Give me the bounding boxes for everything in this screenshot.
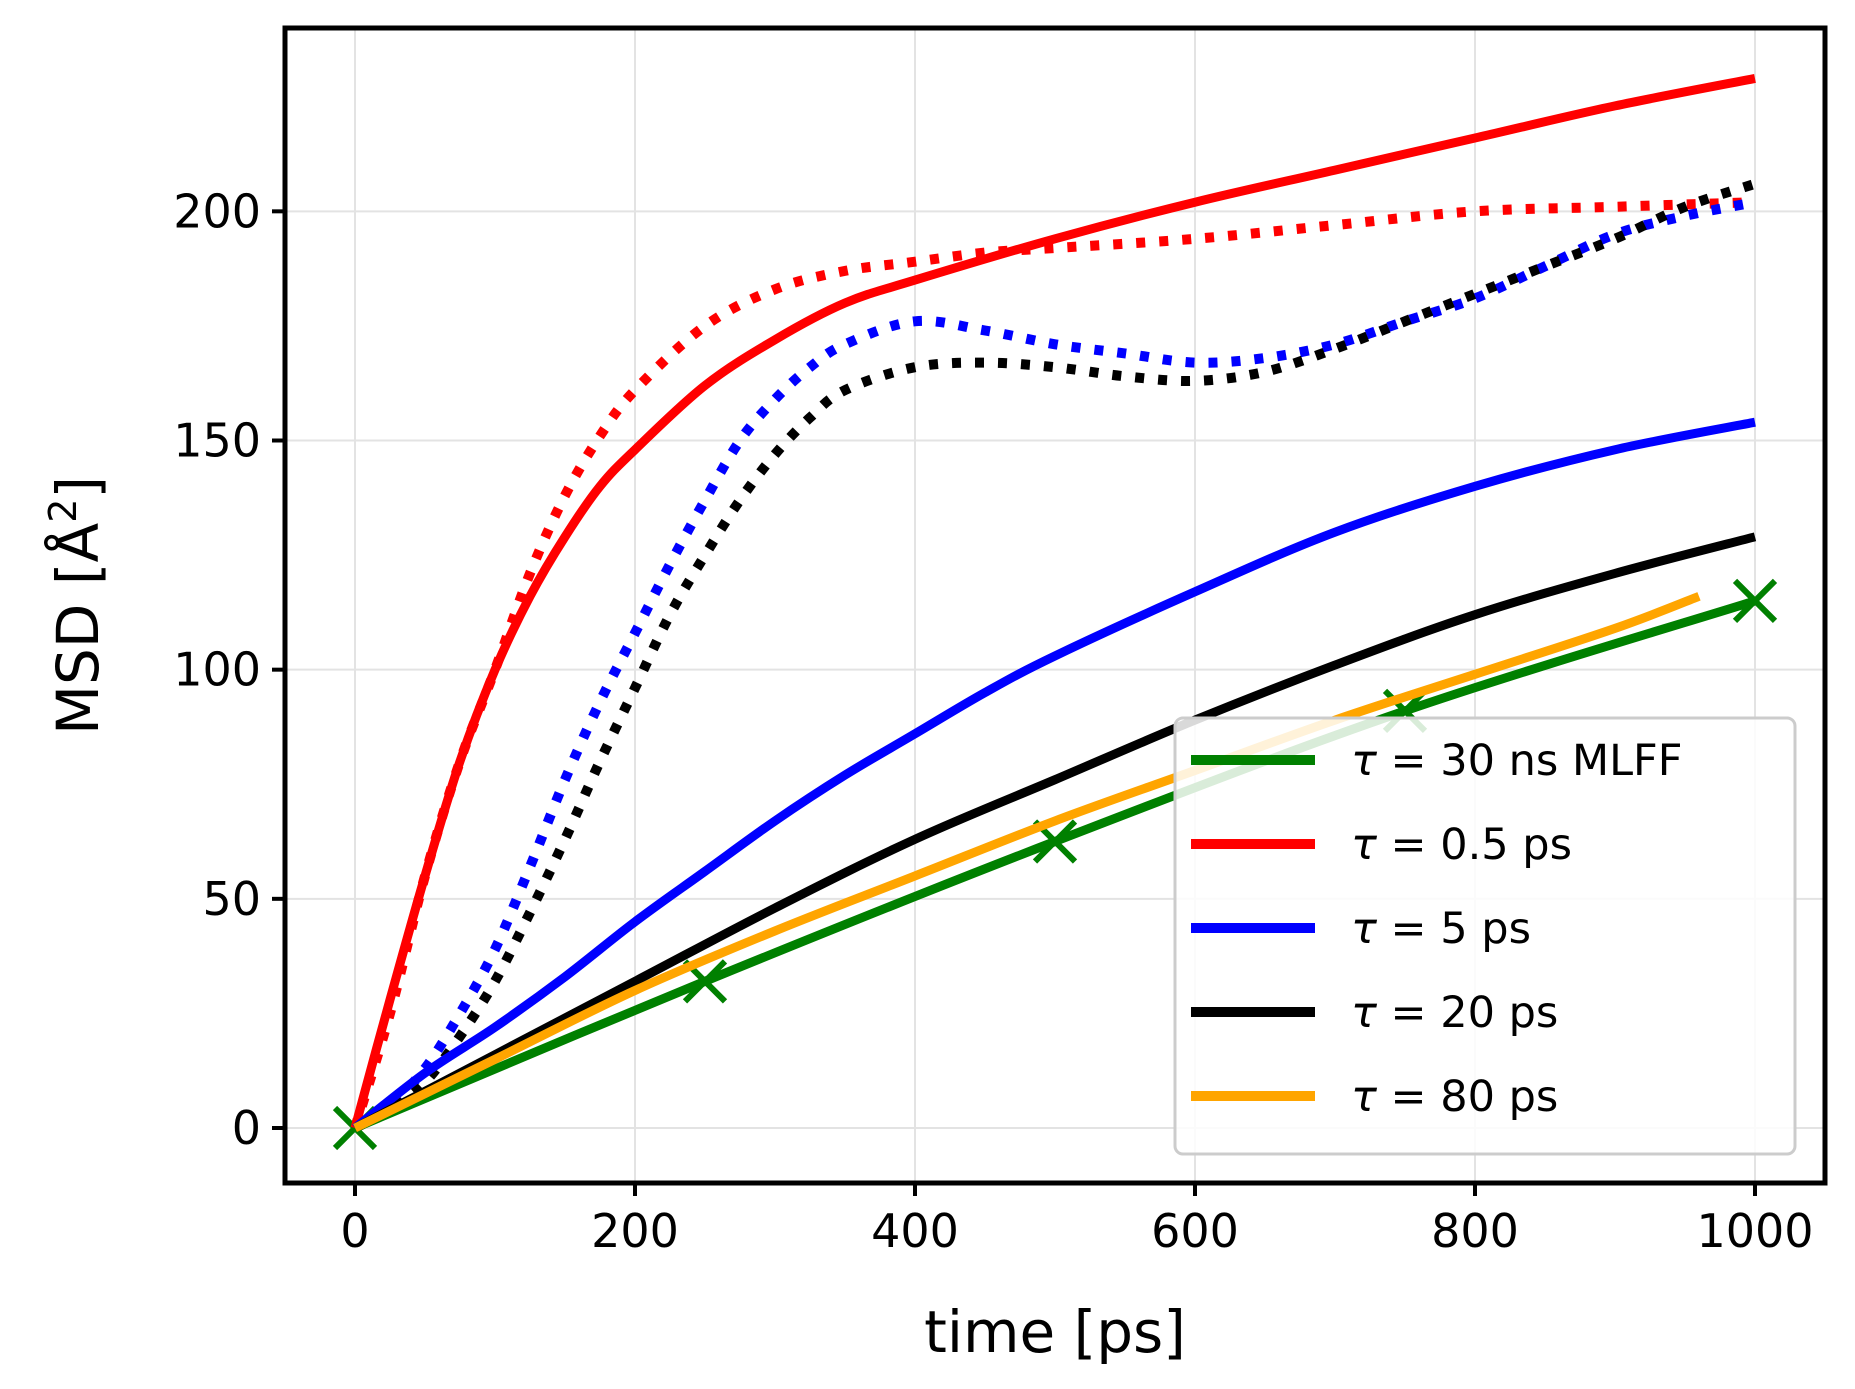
- legend-label-text: = 5 ps: [1377, 904, 1531, 954]
- y-tick-label: 150: [173, 414, 261, 468]
- legend-symbol: τ: [1351, 736, 1378, 786]
- y-tick-label: 50: [202, 872, 261, 926]
- series-line--5-ps-dotted-: [352, 197, 1756, 1133]
- legend-symbol: τ: [1351, 988, 1378, 1038]
- legend-symbol: τ: [1351, 1072, 1378, 1122]
- legend-label: τ = 30 ns MLFF: [1351, 736, 1683, 786]
- x-tick-label: 400: [871, 1204, 959, 1258]
- legend-label: τ = 80 ps: [1351, 1072, 1558, 1122]
- plot-frame: [282, 25, 1828, 1186]
- series-marker-x: [1732, 578, 1778, 624]
- x-tick-label: 800: [1431, 1204, 1519, 1258]
- y-axis-title-main: MSD [Å: [43, 522, 112, 735]
- legend-label-text: = 80 ps: [1377, 1072, 1558, 1122]
- y-tick-label: 100: [173, 643, 261, 697]
- marker-stroke: [1032, 819, 1078, 864]
- axis-ticks: 0 200 400 600 800 1000 0 50 100 150 200: [173, 184, 1813, 1258]
- series-line--20-ps-dotted-: [352, 179, 1757, 1133]
- legend-label: τ = 5 ps: [1351, 904, 1531, 954]
- y-axis-title-close: ]: [44, 476, 112, 499]
- series-line--0.5-ps-dotted-: [350, 197, 1756, 1130]
- x-tick-label: 0: [340, 1204, 369, 1258]
- x-tick-label: 200: [591, 1204, 679, 1258]
- legend-box: [1173, 716, 1797, 1156]
- legend-label-text: = 20 ps: [1377, 988, 1558, 1038]
- legend-label: τ = 20 ps: [1351, 988, 1558, 1038]
- legend-label: τ = 0.5 ps: [1351, 820, 1572, 870]
- y-axis-title: MSD [Å2]: [41, 476, 112, 735]
- x-axis-title: time [ps]: [924, 1298, 1186, 1366]
- series-group: [332, 73, 1778, 1151]
- legend-label-text: = 0.5 ps: [1377, 820, 1572, 870]
- marker-stroke: [1732, 578, 1778, 624]
- legend-symbol: τ: [1351, 820, 1378, 870]
- x-tick-label: 1000: [1696, 1204, 1813, 1258]
- y-axis-title-superscript: 2: [41, 499, 85, 523]
- x-tick-label: 600: [1151, 1204, 1239, 1258]
- legend-label-text: = 30 ns MLFF: [1377, 736, 1683, 786]
- series-line--80-ps: [353, 592, 1701, 1133]
- series-line--0.5-ps: [350, 73, 1756, 1130]
- marker-stroke: [682, 959, 728, 1004]
- y-tick-label: 0: [232, 1101, 261, 1155]
- series-line--5-ps: [352, 417, 1756, 1132]
- y-tick-label: 200: [173, 184, 261, 238]
- legend-symbol: τ: [1351, 904, 1378, 954]
- series-line--20-ps: [352, 532, 1757, 1132]
